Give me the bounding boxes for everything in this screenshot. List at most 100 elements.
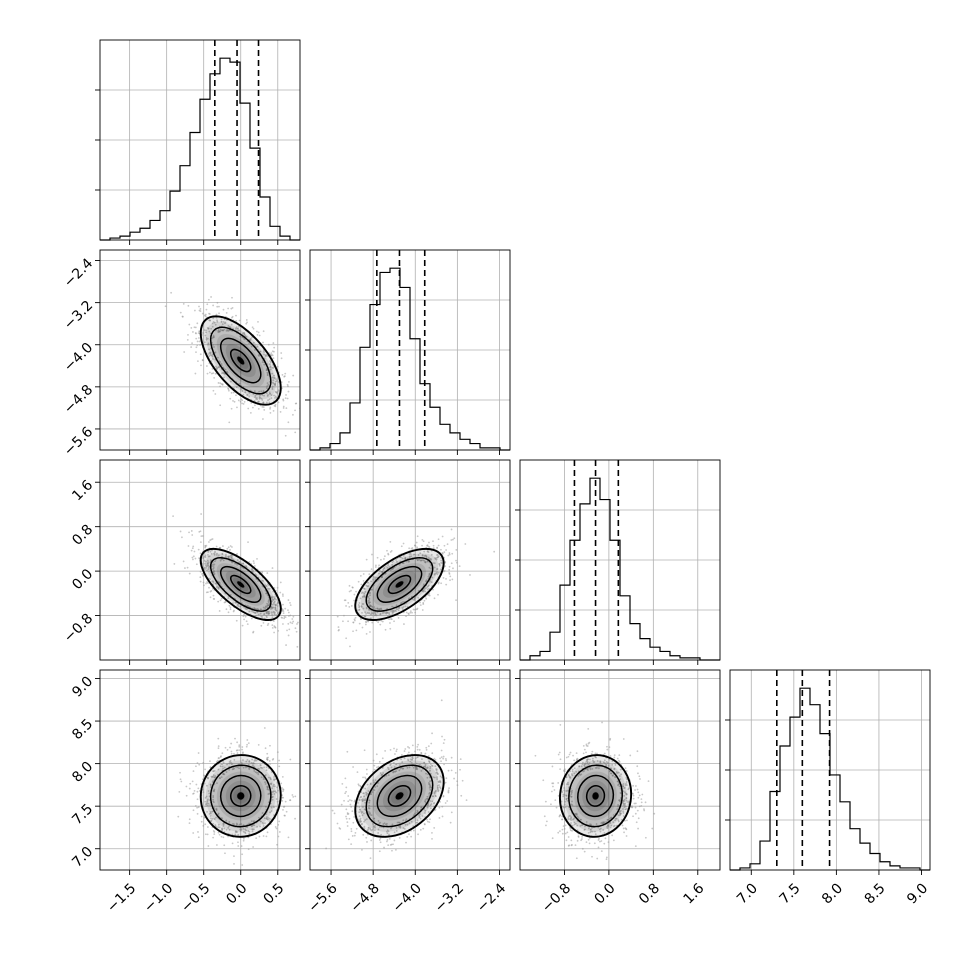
contour-line xyxy=(387,784,412,807)
histogram-step-line xyxy=(520,477,720,661)
density-panel xyxy=(325,699,468,860)
contour-line xyxy=(219,337,262,384)
x-tick-label: 1.6 xyxy=(680,880,707,907)
contour-line xyxy=(229,574,252,595)
panel-ticks xyxy=(95,678,279,875)
y-tick-label: 9.0 xyxy=(69,673,96,700)
density-peak xyxy=(395,792,404,800)
panel-frame xyxy=(99,669,301,871)
density-panel xyxy=(534,721,656,861)
density-shading xyxy=(354,548,445,621)
density-peak xyxy=(237,581,245,588)
density-panel xyxy=(336,528,496,648)
y-tick-label: 7.5 xyxy=(69,801,96,828)
panel-ticks xyxy=(515,509,699,665)
contour-line xyxy=(365,557,434,612)
contour-line xyxy=(229,784,252,807)
y-tick-label: 8.5 xyxy=(69,716,96,743)
histogram-step-line xyxy=(100,57,300,241)
contour-line xyxy=(365,764,434,828)
scatter-points xyxy=(336,528,496,648)
contour-line xyxy=(209,326,272,395)
y-tick-label: −5.6 xyxy=(61,424,96,459)
panel-ticks xyxy=(95,260,279,455)
panel-ticks xyxy=(95,481,279,665)
x-tick-label: −4.8 xyxy=(348,880,383,915)
x-tick-label: −0.8 xyxy=(539,880,574,915)
contour-line xyxy=(199,547,282,621)
panel-grid xyxy=(100,40,300,240)
x-tick-label: 9.0 xyxy=(904,880,931,907)
contour-line xyxy=(387,574,412,595)
x-tick-label: 7.0 xyxy=(734,880,761,907)
contour-line xyxy=(568,764,623,828)
x-tick-label: −3.2 xyxy=(432,880,467,915)
panel-frame xyxy=(519,669,721,871)
x-tick-label: 0.8 xyxy=(636,880,663,907)
contour-line xyxy=(209,764,272,828)
x-tick-label: −1.5 xyxy=(104,880,139,915)
panel-grid xyxy=(310,250,510,450)
contour-line xyxy=(559,754,633,838)
tick-labels: −1.5 −1.0 −0.5 0.0 0.5 −5.6 −4.8 −4.0 −3.2 −2.4 −0… xyxy=(61,255,931,915)
y-tick-label: −4.8 xyxy=(61,382,96,417)
x-tick-label: −4.0 xyxy=(390,880,425,915)
panel-frame xyxy=(309,669,511,871)
contour-line xyxy=(229,348,252,373)
density-peak xyxy=(592,792,599,800)
panel-frame xyxy=(99,459,301,661)
x-tick-label: 7.5 xyxy=(777,880,804,907)
x-tick-label: 8.5 xyxy=(862,880,889,907)
density-shading xyxy=(199,754,282,838)
y-tick-label: 0.0 xyxy=(69,566,96,593)
contour-line xyxy=(376,774,423,818)
density-panel xyxy=(164,291,300,437)
panel-ticks xyxy=(305,481,500,665)
panel-ticks xyxy=(305,299,500,455)
density-panel xyxy=(177,727,297,866)
y-tick-label: 8.0 xyxy=(69,759,96,786)
x-tick-label: 0.5 xyxy=(260,880,287,907)
density-peak xyxy=(237,356,245,365)
panel-frame xyxy=(99,249,301,451)
y-tick-label: 7.0 xyxy=(69,844,96,871)
contour-line xyxy=(199,315,282,406)
panel-ticks xyxy=(725,719,922,875)
y-tick-label: −2.4 xyxy=(61,255,96,290)
panel-grid xyxy=(310,670,510,870)
contour-line xyxy=(376,565,423,603)
contour-line xyxy=(354,754,445,838)
histogram-step-line xyxy=(310,267,510,451)
density-peak xyxy=(237,792,245,800)
panel-ticks xyxy=(95,89,279,245)
contour-line xyxy=(209,557,272,612)
panel-frame xyxy=(309,459,511,661)
contour-line xyxy=(585,784,606,807)
density-panel xyxy=(172,513,299,648)
scatter-points xyxy=(164,291,300,437)
contour-line xyxy=(577,774,615,818)
contour-line xyxy=(199,754,282,838)
scatter-points xyxy=(534,721,656,861)
x-tick-label: 8.0 xyxy=(819,880,846,907)
y-tick-label: −3.2 xyxy=(61,298,96,333)
x-tick-label: −2.4 xyxy=(474,880,509,915)
x-tick-label: −5.6 xyxy=(305,880,340,915)
y-tick-label: 0.8 xyxy=(69,522,96,549)
panel-grid xyxy=(730,670,930,870)
density-peak xyxy=(395,581,404,588)
panel-grid xyxy=(100,460,300,660)
x-tick-label: 0.0 xyxy=(592,880,619,907)
contour-line xyxy=(354,547,445,621)
y-tick-label: 1.6 xyxy=(69,477,96,504)
panel-grid xyxy=(100,250,300,450)
contour-line xyxy=(219,774,262,818)
panel-ticks xyxy=(515,678,699,875)
x-tick-label: −0.5 xyxy=(178,880,213,915)
x-tick-label: 0.0 xyxy=(223,880,250,907)
y-tick-label: −0.8 xyxy=(61,611,96,646)
x-tick-label: −1.0 xyxy=(141,880,176,915)
y-tick-label: −4.0 xyxy=(61,340,96,375)
panel-ticks xyxy=(305,678,500,875)
